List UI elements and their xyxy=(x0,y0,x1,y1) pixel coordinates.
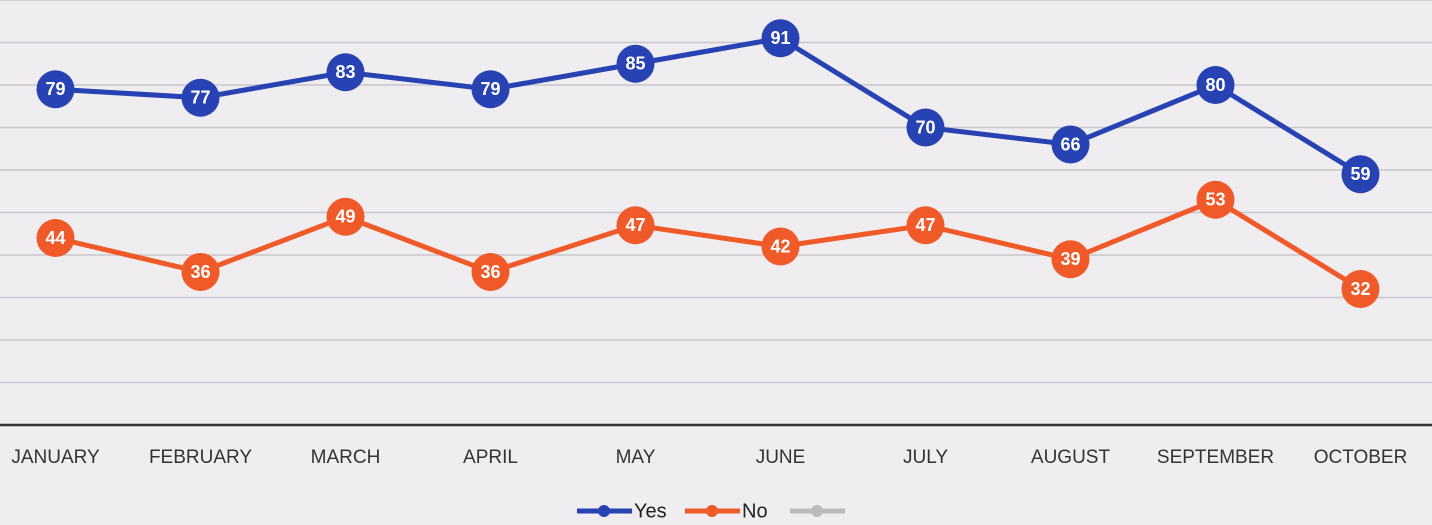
x-tick-label: OCTOBER xyxy=(1314,447,1408,468)
data-label: 91 xyxy=(770,28,790,48)
data-point xyxy=(326,197,365,236)
x-tick-label: AUGUST xyxy=(1031,447,1111,468)
data-point xyxy=(616,44,655,83)
data-label: 80 xyxy=(1205,75,1225,95)
legend-label: Yes xyxy=(634,500,667,522)
data-point xyxy=(616,206,655,245)
data-label: 47 xyxy=(625,215,645,235)
x-tick-label: JUNE xyxy=(756,447,806,468)
legend-swatch-unnamed-dot xyxy=(811,505,823,517)
x-tick-label: SEPTEMBER xyxy=(1157,447,1274,468)
data-point xyxy=(181,78,220,117)
data-label: 32 xyxy=(1350,279,1370,299)
legend-swatch-dot xyxy=(598,505,610,517)
series-line xyxy=(55,35,1362,177)
data-label: 70 xyxy=(915,117,935,137)
data-label: 42 xyxy=(770,236,790,256)
legend-label: No xyxy=(742,500,768,522)
x-tick-label: FEBRUARY xyxy=(149,447,252,468)
data-label: 79 xyxy=(45,79,65,99)
data-label: 49 xyxy=(335,207,355,227)
data-label: 44 xyxy=(45,228,65,248)
data-point xyxy=(1051,125,1090,164)
data-point xyxy=(36,219,75,257)
data-point xyxy=(471,253,510,291)
data-label: 83 xyxy=(335,62,355,82)
data-label: 36 xyxy=(190,262,210,282)
data-point xyxy=(1196,66,1235,104)
data-point xyxy=(36,70,75,109)
data-label: 59 xyxy=(1350,164,1370,184)
data-point xyxy=(761,19,800,58)
data-label: 77 xyxy=(190,88,210,108)
data-point xyxy=(906,108,945,147)
data-point xyxy=(181,253,220,291)
data-label: 47 xyxy=(915,215,935,235)
data-label: 39 xyxy=(1060,249,1080,269)
legend-swatch-dot xyxy=(706,505,718,517)
data-point xyxy=(1196,180,1235,219)
data-point xyxy=(761,227,800,266)
data-label: 66 xyxy=(1060,134,1080,154)
data-point xyxy=(1051,240,1090,279)
x-tick-label: APRIL xyxy=(463,447,518,468)
data-label: 36 xyxy=(480,262,500,282)
x-tick-label: JANUARY xyxy=(11,447,100,468)
series-line xyxy=(54,196,1362,292)
data-label: 53 xyxy=(1205,190,1225,210)
data-point xyxy=(1341,270,1380,308)
x-tick-label: JULY xyxy=(903,447,948,468)
x-tick-label: MARCH xyxy=(311,447,381,468)
data-point xyxy=(326,53,365,92)
data-point xyxy=(471,70,510,109)
data-point xyxy=(906,206,945,245)
x-tick-label: MAY xyxy=(616,447,656,468)
data-label: 85 xyxy=(625,54,645,74)
data-point xyxy=(1341,155,1380,194)
data-label: 79 xyxy=(480,79,500,99)
